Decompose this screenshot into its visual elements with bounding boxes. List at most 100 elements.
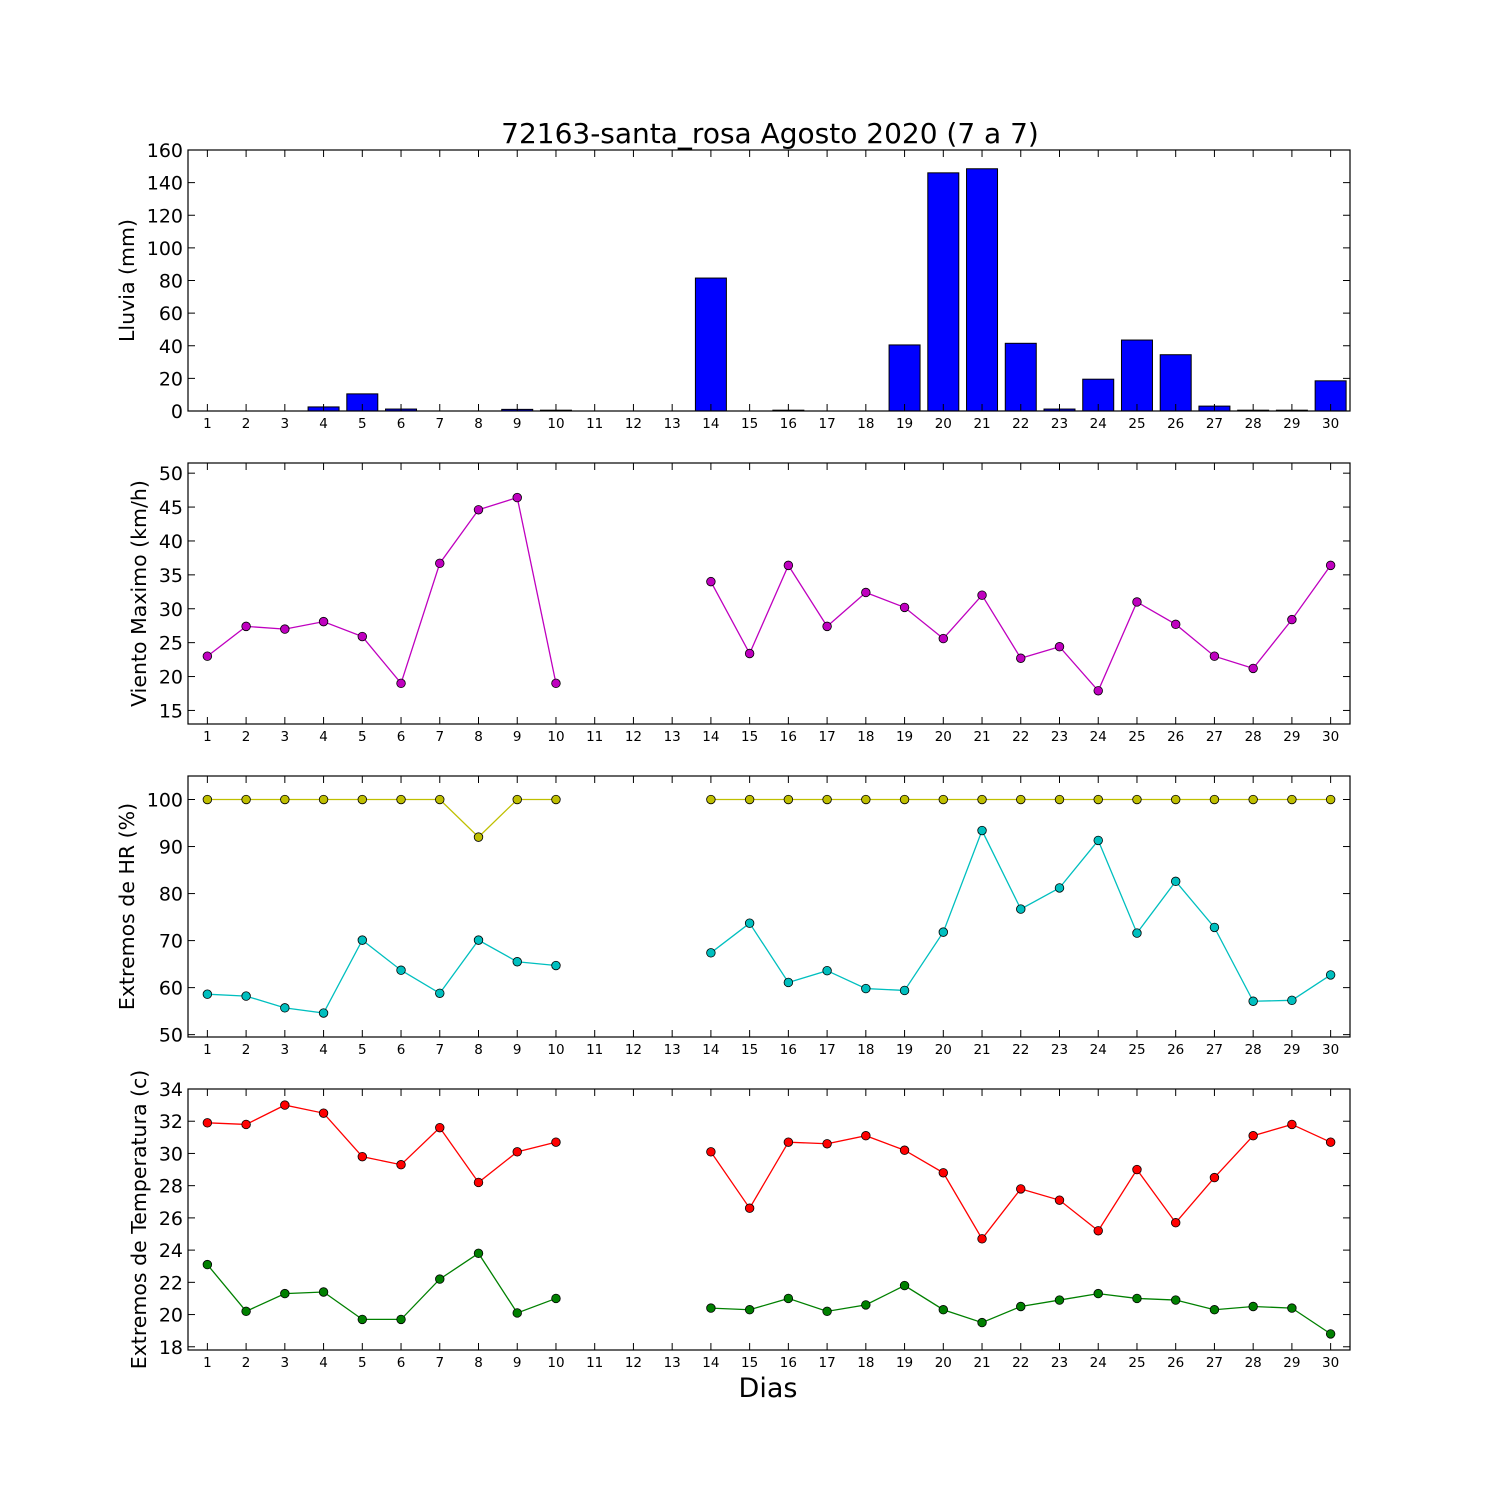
x-tick-label: 28	[1245, 729, 1262, 745]
x-tick-label: 6	[397, 1355, 406, 1371]
data-point	[1209, 794, 1220, 805]
x-tick-label: 13	[664, 1042, 681, 1058]
data-point	[318, 616, 329, 627]
data-point	[512, 957, 522, 967]
x-tick-label: 22	[1012, 416, 1029, 432]
data-point	[1016, 1301, 1026, 1312]
x-tick-label: 28	[1245, 1355, 1262, 1371]
x-tick-label: 8	[474, 1355, 483, 1371]
x-tick-label: 9	[513, 416, 522, 432]
x-tick-label: 2	[242, 416, 251, 432]
data-point	[473, 935, 484, 945]
x-tick-label: 4	[319, 729, 328, 745]
data-point	[357, 631, 368, 642]
plot-frame	[187, 1088, 1351, 1351]
x-tick-label: 12	[625, 416, 642, 432]
x-tick-label: 14	[702, 1042, 719, 1058]
x-tick-label: 25	[1128, 1042, 1145, 1058]
x-tick-label: 8	[474, 1042, 483, 1058]
x-tick-label: 27	[1206, 1042, 1223, 1058]
x-tick-label: 17	[819, 729, 836, 745]
y-tick-label: 160	[147, 140, 183, 162]
x-tick-label: 26	[1167, 1355, 1184, 1371]
x-tick-label: 25	[1128, 416, 1145, 432]
x-tick-label: 27	[1206, 1355, 1223, 1371]
chart-title: 72163-santa_rosa Agosto 2020 (7 a 7)	[501, 117, 1039, 150]
data-point	[512, 492, 522, 503]
data-point	[396, 965, 406, 975]
x-tick-label: 24	[1090, 1355, 1107, 1371]
x-tick-label: 10	[547, 1042, 564, 1058]
x-tick-label: 21	[973, 416, 990, 432]
x-tick-label: 24	[1090, 729, 1107, 745]
data-point	[1093, 686, 1103, 696]
x-tick-label: 3	[281, 416, 290, 432]
x-tick-label: 30	[1322, 729, 1339, 745]
data-point	[1170, 1218, 1181, 1228]
x-tick-label: 25	[1128, 729, 1145, 745]
x-tick-label: 18	[857, 416, 874, 432]
series-1	[307, 168, 1347, 412]
y-axis-label: Lluvia (mm)	[115, 219, 139, 342]
y-tick-label: 22	[159, 1272, 183, 1294]
x-tick-label: 16	[780, 1042, 797, 1058]
data-point	[435, 1122, 445, 1133]
data-point	[744, 1203, 755, 1213]
data-point	[1016, 904, 1026, 914]
x-tick-label: 27	[1206, 729, 1223, 745]
y-tick-label: 90	[159, 837, 183, 859]
data-point	[938, 927, 949, 937]
data-point	[1132, 1164, 1142, 1175]
x-tick-label: 28	[1245, 1042, 1262, 1058]
data-point	[744, 1305, 755, 1315]
data-point	[1093, 835, 1103, 846]
x-tick-label: 22	[1012, 1355, 1029, 1371]
data-point	[473, 1177, 484, 1188]
data-point	[1054, 1295, 1065, 1305]
y-tick-label: 20	[159, 368, 183, 390]
x-tick-label: 2	[242, 729, 251, 745]
series-line	[207, 798, 556, 839]
y-tick-label: 28	[159, 1176, 183, 1198]
y-tick-label: 26	[159, 1208, 183, 1230]
data-point	[551, 794, 561, 805]
series-line	[207, 1104, 557, 1184]
x-tick-label: 19	[896, 1355, 913, 1371]
x-tick-label: 23	[1051, 1042, 1068, 1058]
data-point	[318, 1008, 329, 1018]
data-point	[1054, 883, 1065, 893]
y-tick-label: 40	[159, 531, 183, 553]
data-point	[357, 794, 368, 805]
data-point	[977, 794, 987, 805]
data-point	[551, 960, 561, 971]
data-point	[1287, 794, 1297, 805]
y-tick-label: 50	[159, 1025, 183, 1047]
x-tick-label: 18	[857, 729, 874, 745]
data-point	[1248, 1131, 1258, 1141]
data-point	[1248, 663, 1258, 674]
y-tick-label: 70	[159, 931, 183, 953]
x-tick-label: 9	[513, 729, 522, 745]
x-tick-label: 2	[242, 1042, 251, 1058]
x-tick-label: 1	[203, 1042, 212, 1058]
x-tick-label: 1	[203, 1355, 212, 1371]
data-point	[435, 1274, 445, 1284]
x-tick-label: 5	[358, 416, 367, 432]
x-tick-label: 9	[513, 1042, 522, 1058]
y-axis-label: Extremos de Temperatura (c)	[127, 1070, 151, 1370]
y-tick-label: 35	[159, 565, 183, 587]
x-tick-label: 6	[397, 729, 406, 745]
x-tick-label: 21	[973, 1042, 990, 1058]
x-tick-label: 11	[586, 1042, 603, 1058]
data-point	[202, 794, 213, 805]
data-point	[899, 794, 910, 805]
data-point	[473, 832, 484, 842]
x-tick-label: 28	[1245, 416, 1262, 432]
data-point	[241, 1119, 251, 1130]
x-tick-label: 22	[1012, 729, 1029, 745]
data-point	[512, 794, 522, 805]
x-tick-label: 21	[973, 1355, 990, 1371]
